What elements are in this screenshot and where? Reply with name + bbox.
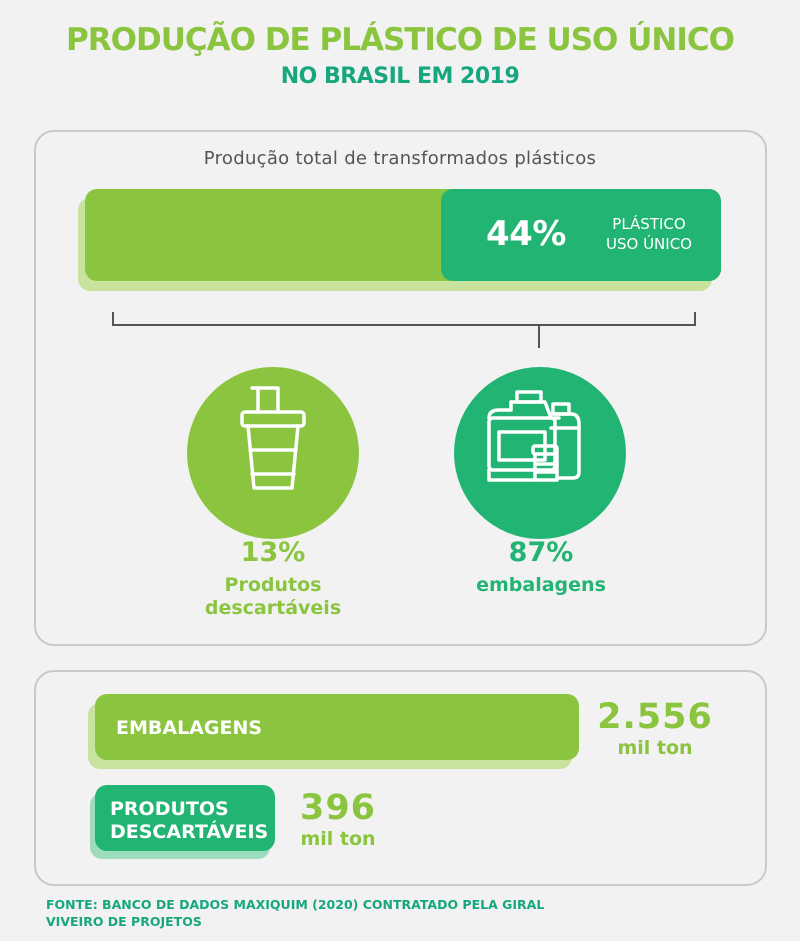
panel-caption: Produção total de transformados plástico… [203, 148, 597, 169]
single-use-pct-label: 44% [486, 214, 566, 254]
packaging-tonnage-bar [95, 694, 579, 760]
source-note: FONTE: BANCO DE DADOS MAXIQUIM (2020) CO… [46, 896, 544, 930]
breakdown-bracket-stem [538, 326, 540, 348]
disposables-bar-label-line2: DESCARTÁVEIS [110, 821, 269, 843]
single-use-label: PLÁSTICO USO ÚNICO [606, 215, 692, 253]
disposables-label: Produtos descartáveis [204, 574, 342, 619]
packaging-containers-icon [487, 390, 581, 482]
disposables-circle [187, 367, 359, 539]
packaging-label: embalagens [476, 574, 606, 596]
cup-with-straw-icon [240, 386, 306, 490]
source-note-line1: FONTE: BANCO DE DADOS MAXIQUIM (2020) CO… [46, 897, 545, 912]
disposables-bar-label-line1: PRODUTOS [110, 798, 229, 820]
disposables-tonnage-bar [95, 785, 275, 851]
packaging-unit-label: mil ton [617, 737, 693, 759]
chart-title: PRODUÇÃO DE PLÁSTICO DE USO ÚNICO [66, 22, 735, 58]
disposables-value-label: 396 [299, 788, 377, 828]
packaging-pct-label: 87% [508, 537, 574, 568]
disposables-unit-label: mil ton [300, 828, 376, 850]
source-note-line2: VIVEIRO DE PROJETOS [46, 914, 202, 929]
chart-subtitle: NO BRASIL EM 2019 [280, 64, 520, 89]
breakdown-bracket [112, 312, 696, 326]
disposables-pct-label: 13% [240, 537, 306, 568]
single-use-share-bar [441, 189, 721, 281]
packaging-bar-label: EMBALAGENS [116, 717, 263, 739]
packaging-value-label: 2.556 [597, 697, 713, 737]
